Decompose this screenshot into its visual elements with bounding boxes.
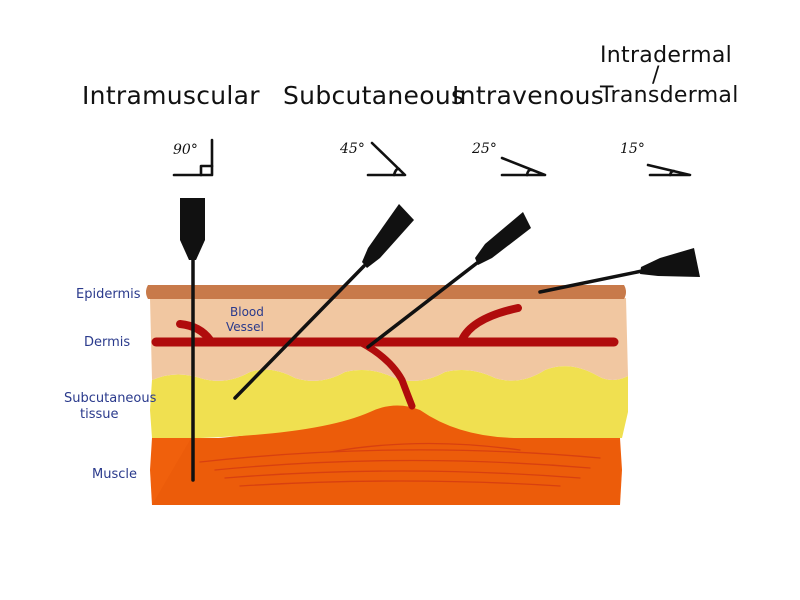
angle-25-icon — [500, 156, 547, 177]
angle-90-icon — [172, 138, 214, 177]
needle-intravenous — [366, 212, 531, 349]
title-intradermal: Intradermal — [600, 43, 732, 68]
needle-intramuscular — [180, 198, 205, 482]
angle-15-icon — [646, 163, 692, 177]
epidermis-layer — [146, 285, 626, 299]
label-blood: Blood — [230, 305, 264, 319]
subcutaneous-layer — [150, 366, 628, 438]
label-muscle: Muscle — [92, 467, 137, 482]
angle-25-label: 25° — [471, 141, 497, 157]
angle-45-icon — [366, 141, 407, 177]
label-vessel: Vessel — [226, 320, 264, 334]
angle-15-label: 15° — [620, 141, 645, 157]
label-tissue: tissue — [80, 407, 119, 422]
needle-subcutaneous — [233, 204, 414, 400]
title-intravenous: Intravenous — [452, 81, 604, 110]
angle-45-label: 45° — [339, 141, 365, 157]
blood-vessels — [151, 304, 619, 410]
label-dermis: Dermis — [84, 335, 130, 350]
muscle-bulge — [152, 402, 620, 505]
label-epidermis: Epidermis — [76, 287, 141, 302]
title-subcutaneous: Subcutaneous — [283, 81, 464, 110]
muscle-fibers — [199, 442, 601, 487]
label-subcutaneous: Subcutaneous — [64, 391, 157, 406]
title-intramuscular: Intramuscular — [82, 81, 260, 110]
title-transdermal: Transdermal — [599, 83, 739, 108]
angle-90-label: 90° — [173, 142, 198, 158]
title-slash: / — [652, 63, 660, 88]
needle-intradermal — [538, 248, 700, 294]
